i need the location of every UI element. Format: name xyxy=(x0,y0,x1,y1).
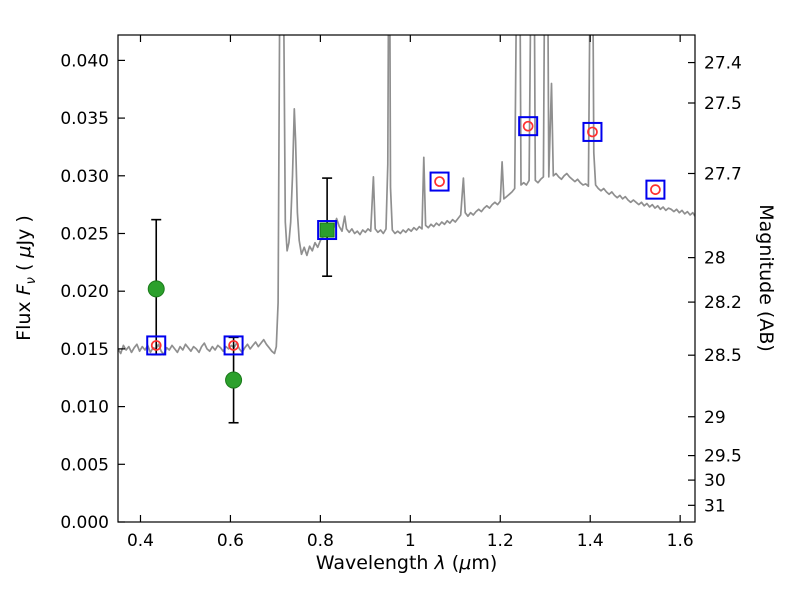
spectrum-group xyxy=(118,35,695,356)
flux-tick-label: 0.040 xyxy=(60,51,109,71)
magnitude-tick-label: 29 xyxy=(704,408,726,428)
magnitude-tick-label: 27.5 xyxy=(704,94,742,114)
spectrum-line xyxy=(118,35,695,356)
x-tick-label: 1.6 xyxy=(667,531,694,551)
magnitude-tick-label: 28.5 xyxy=(704,346,742,366)
x-tick-label: 1.2 xyxy=(487,531,514,551)
x-axis-label: Wavelength λ (μm) xyxy=(118,552,695,574)
blue-square-marker xyxy=(317,220,338,241)
x-tick-label: 0.4 xyxy=(127,531,154,551)
magnitude-tick-label: 27.4 xyxy=(704,54,742,74)
red-circle-marker xyxy=(434,176,445,187)
flux-tick-label: 0.015 xyxy=(60,340,109,360)
green-circle-marker xyxy=(147,280,165,298)
blue-square-markers xyxy=(146,116,666,356)
flux-tick-label: 0.035 xyxy=(60,109,109,129)
x-tick-label: 1.4 xyxy=(577,531,604,551)
ticks xyxy=(118,35,695,523)
magnitude-tick-label: 27.7 xyxy=(704,164,742,184)
red-markers xyxy=(150,120,661,351)
red-circle-marker xyxy=(587,126,598,138)
magnitude-tick-label: 31 xyxy=(704,496,726,516)
magnitude-tick-label: 28 xyxy=(704,249,726,269)
flux-tick-label: 0.000 xyxy=(60,513,109,533)
magnitude-tick-label: 29.5 xyxy=(704,447,742,467)
y-axis-magnitude-label: Magnitude (AB) xyxy=(755,204,777,352)
green-square-marker xyxy=(319,222,335,238)
green-circle-marker xyxy=(225,371,243,389)
red-circle-marker xyxy=(150,340,162,351)
tick-labels: 0.4 0.6 0.8 1 1.2 1.4 1.6 0.000 0.005 0.010 0.015 0… xyxy=(60,51,742,551)
flux-tick-label: 0.020 xyxy=(60,282,109,302)
flux-tick-label: 0.005 xyxy=(60,455,109,475)
blue-square-marker xyxy=(582,121,603,142)
x-axis-unit-close: m) xyxy=(471,552,498,574)
mu-symbol: μ xyxy=(459,552,472,574)
flux-tick-label: 0.025 xyxy=(60,224,109,244)
blue-square-marker xyxy=(429,171,450,192)
flux-tick-label: 0.030 xyxy=(60,167,109,187)
magnitude-tick-label: 28.2 xyxy=(704,293,742,313)
x-tick-label: 0.8 xyxy=(307,531,334,551)
y-axis-flux-label: Flux Fν ( μJy ) xyxy=(13,215,39,341)
red-circle-marker xyxy=(228,340,239,351)
green-markers xyxy=(147,222,335,389)
blue-square-marker xyxy=(645,179,666,200)
red-circle-marker xyxy=(650,184,661,195)
x-tick-label: 0.6 xyxy=(217,531,244,551)
red-circle-marker xyxy=(522,120,534,132)
x-axis-unit-open: ( xyxy=(445,552,460,574)
lambda-symbol: λ xyxy=(434,552,446,574)
x-tick-label: 1 xyxy=(405,531,416,551)
blue-square-marker xyxy=(146,335,167,356)
flux-unit-close: Jy ) xyxy=(13,215,36,246)
flux-label-text: Flux xyxy=(13,295,36,341)
blue-square-marker xyxy=(518,116,539,137)
plot-area xyxy=(118,35,695,522)
flux-unit-mu: μ xyxy=(13,245,36,258)
flux-symbol: F xyxy=(13,284,36,296)
blue-square-marker xyxy=(223,335,244,356)
axes-frame xyxy=(117,34,696,523)
flux-subscript-nu: ν xyxy=(23,277,39,285)
x-axis-label-text: Wavelength xyxy=(315,552,435,574)
flux-tick-label: 0.010 xyxy=(60,398,109,418)
magnitude-tick-label: 30 xyxy=(704,471,726,491)
flux-unit-open: ( xyxy=(13,257,36,278)
